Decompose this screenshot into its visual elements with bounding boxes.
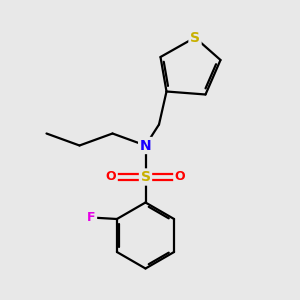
Text: S: S (190, 31, 200, 44)
Text: N: N (140, 139, 151, 152)
Text: O: O (106, 170, 116, 184)
Text: F: F (87, 211, 96, 224)
Text: S: S (140, 170, 151, 184)
Text: O: O (175, 170, 185, 184)
